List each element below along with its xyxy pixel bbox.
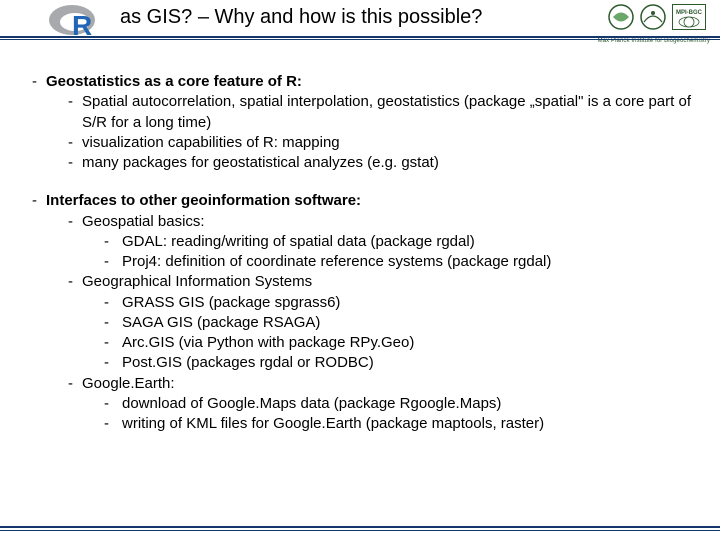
dash-icon: - [104,313,122,333]
bullet-head: Interfaces to other geoinformation softw… [46,191,361,211]
mpi-bgc-logo-icon: MPI-BGC [672,4,706,35]
bullet-text: many packages for geostatistical analyze… [82,153,439,173]
bullet-text: writing of KML files for Google.Earth (p… [122,414,544,434]
list-item: - GDAL: reading/writing of spatial data … [104,232,692,252]
list-item: - GRASS GIS (package spgrass6) [104,293,692,313]
list-item: - Arc.GIS (via Python with package RPy.G… [104,333,692,353]
dash-icon: - [104,293,122,313]
bullet-text: Spatial autocorrelation, spatial interpo… [82,92,692,133]
slide: R as GIS? – Why and how is this possible… [0,0,720,540]
list-item: - Proj4: definition of coordinate refere… [104,252,692,272]
bullet-group-2: - Interfaces to other geoinformation sof… [32,191,692,434]
bullet-head: Geostatistics as a core feature of R: [46,72,302,92]
list-item: - Spatial autocorrelation, spatial inter… [68,92,692,133]
dash-icon: - [68,272,82,292]
list-item: - writing of KML files for Google.Earth … [104,414,692,434]
dash-icon: - [68,133,82,153]
list-item: - many packages for geostatistical analy… [68,153,692,173]
header: R as GIS? – Why and how is this possible… [0,0,720,48]
footer-rule-thick [0,526,720,528]
list-item: - Geostatistics as a core feature of R: [32,72,692,92]
dash-icon: - [104,232,122,252]
dash-icon: - [104,414,122,434]
circle-logo-1-icon [608,4,634,35]
bullet-text: GRASS GIS (package spgrass6) [122,293,340,313]
bullet-text: Arc.GIS (via Python with package RPy.Geo… [122,333,414,353]
slide-title: as GIS? – Why and how is this possible? [120,6,482,29]
bullet-text: Google.Earth: [82,374,175,394]
footer-rule-thin [0,530,720,531]
bullet-text: Geospatial basics: [82,212,205,232]
circle-logo-2-icon [640,4,666,35]
svg-text:MPI-BGC: MPI-BGC [676,10,703,16]
list-item: - visualization capabilities of R: mappi… [68,133,692,153]
dash-icon: - [32,72,46,92]
bullet-text: download of Google.Maps data (package Rg… [122,394,501,414]
list-item: - Post.GIS (packages rgdal or RODBC) [104,353,692,373]
dash-icon: - [68,92,82,133]
dash-icon: - [32,191,46,211]
list-item: - SAGA GIS (package RSAGA) [104,313,692,333]
bullet-text: visualization capabilities of R: mapping [82,133,340,153]
dash-icon: - [68,153,82,173]
bullet-text: SAGA GIS (package RSAGA) [122,313,320,333]
dash-icon: - [104,394,122,414]
header-rule-thin [0,39,720,40]
list-item: - Interfaces to other geoinformation sof… [32,191,692,211]
bullet-group-1: - Geostatistics as a core feature of R: … [32,72,692,173]
content: - Geostatistics as a core feature of R: … [32,72,692,452]
bullet-text: GDAL: reading/writing of spatial data (p… [122,232,475,252]
bullet-text: Post.GIS (packages rgdal or RODBC) [122,353,374,373]
list-item: - Geographical Information Systems [68,272,692,292]
list-item: - Geospatial basics: [68,212,692,232]
partner-logos: MPI-BGC [608,4,706,35]
bullet-text: Geographical Information Systems [82,272,312,292]
dash-icon: - [68,212,82,232]
dash-icon: - [104,333,122,353]
list-item: - download of Google.Maps data (package … [104,394,692,414]
dash-icon: - [68,374,82,394]
dash-icon: - [104,252,122,272]
bullet-text: Proj4: definition of coordinate referenc… [122,252,551,272]
header-rule-thick [0,36,720,38]
list-item: - Google.Earth: [68,374,692,394]
dash-icon: - [104,353,122,373]
